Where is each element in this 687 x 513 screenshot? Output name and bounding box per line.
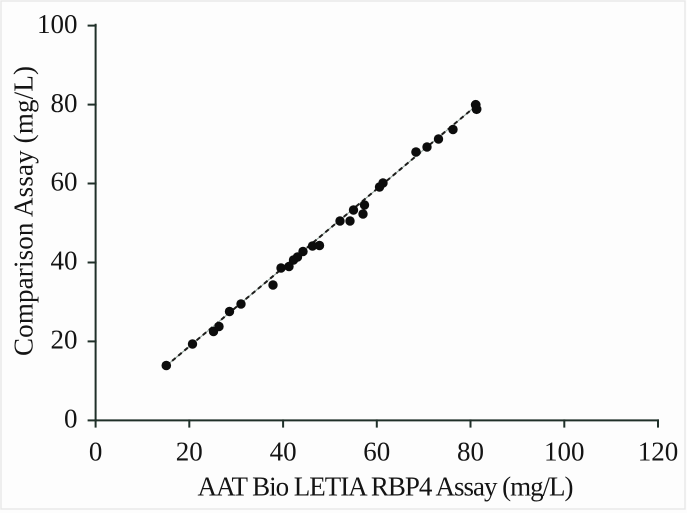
svg-text:120: 120 [638,437,679,467]
svg-text:20: 20 [176,437,203,467]
svg-text:100: 100 [544,437,585,467]
svg-text:20: 20 [51,325,78,355]
svg-text:80: 80 [51,88,78,118]
svg-text:0: 0 [89,437,103,467]
svg-text:40: 40 [51,246,78,276]
svg-text:AAT Bio LETIA RBP4 Assay (mg/L: AAT Bio LETIA RBP4 Assay (mg/L) [198,471,574,501]
svg-text:Comparison Assay (mg/L): Comparison Assay (mg/L) [9,66,39,356]
svg-text:60: 60 [51,167,78,197]
svg-text:80: 80 [457,437,484,467]
svg-text:0: 0 [64,404,78,434]
svg-text:60: 60 [363,437,390,467]
svg-text:100: 100 [37,9,78,39]
svg-text:40: 40 [270,437,297,467]
